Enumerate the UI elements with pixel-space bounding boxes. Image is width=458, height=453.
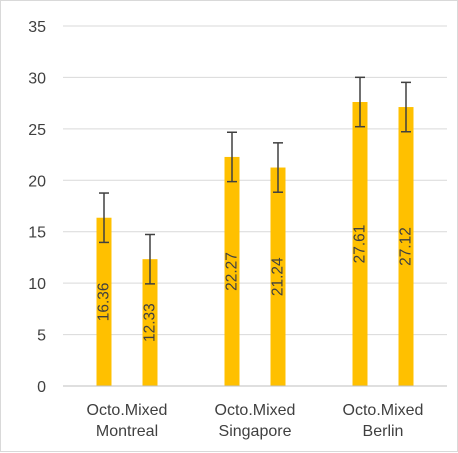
bar	[96, 217, 112, 386]
y-axis-ticks: 0 5 10 15 20 25 30 35	[28, 19, 46, 396]
error-bars	[99, 76, 411, 285]
y-tick-label: 20	[28, 173, 46, 190]
data-label: 16.36	[96, 282, 113, 321]
bars	[96, 102, 414, 387]
data-label: 27.12	[398, 227, 415, 266]
data-label: 22.27	[224, 252, 241, 291]
x-category-label: Octo.Mixed	[215, 402, 296, 419]
x-category-label: Berlin	[363, 423, 404, 440]
y-tick-label: 25	[28, 122, 46, 139]
bar	[224, 156, 240, 386]
x-category-label: Montreal	[96, 423, 158, 440]
x-category-label: Singapore	[219, 423, 292, 440]
data-label: 21.24	[270, 257, 287, 296]
data-label: 12.33	[142, 303, 159, 342]
y-tick-label: 35	[28, 19, 46, 36]
y-tick-label: 0	[37, 379, 46, 396]
bar	[352, 102, 368, 387]
y-tick-label: 5	[37, 328, 46, 345]
x-category-label: Octo.Mixed	[87, 402, 168, 419]
y-tick-label: 10	[28, 276, 46, 293]
x-category-label: Octo.Mixed	[343, 402, 424, 419]
x-axis-categories: Octo.Mixed Montreal Octo.Mixed Singapore Oct…	[87, 402, 424, 440]
y-tick-label: 30	[28, 70, 46, 87]
y-tick-label: 15	[28, 225, 46, 242]
gridlines	[63, 25, 447, 336]
data-labels: 16.36 12.33 22.27 21.24 27.61 27.12	[96, 225, 415, 342]
bar	[270, 167, 286, 386]
bar	[398, 107, 414, 387]
bar	[142, 259, 158, 386]
data-label: 27.61	[352, 225, 369, 264]
